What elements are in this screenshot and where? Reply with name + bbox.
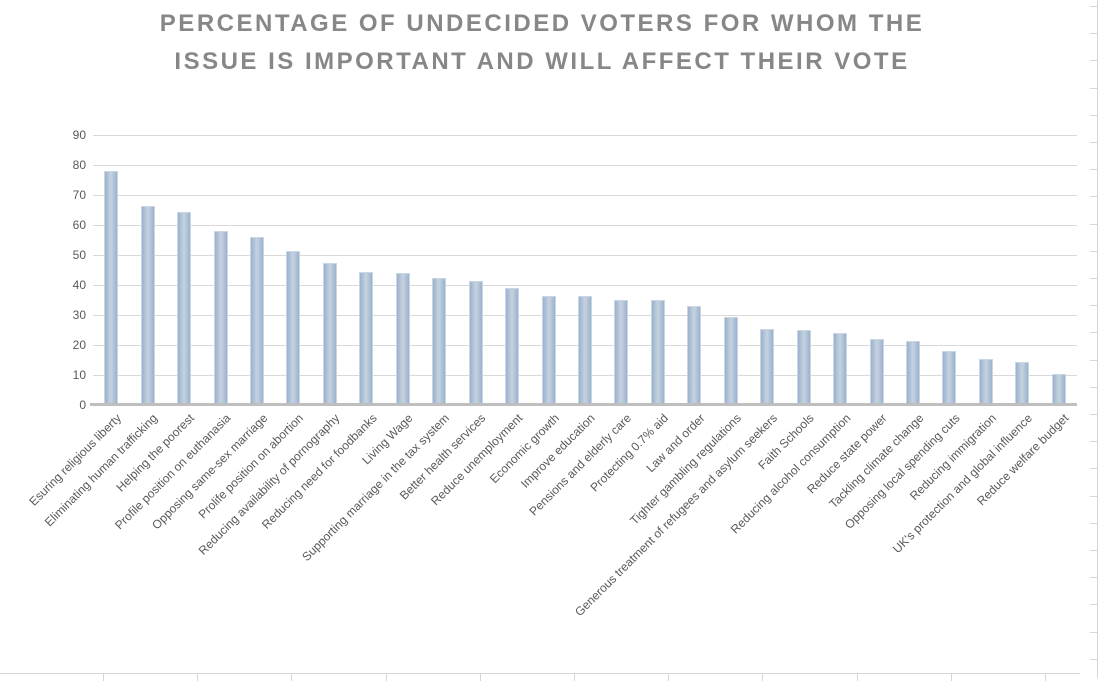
y-tick-label-60: 60 xyxy=(72,218,86,232)
bar[interactable] xyxy=(1051,373,1066,405)
adjacent-axis-bottom-tick xyxy=(950,673,952,681)
adjacent-axis-right-tick xyxy=(1090,468,1097,470)
chart-title-line-2: ISSUE IS IMPORTANT AND WILL AFFECT THEIR… xyxy=(174,48,910,75)
bar[interactable] xyxy=(541,295,556,405)
bar[interactable] xyxy=(687,306,702,405)
bar[interactable] xyxy=(432,277,447,405)
adjacent-axis-right-tick xyxy=(1090,658,1097,660)
adjacent-axis-bottom-tick xyxy=(385,673,387,681)
bar[interactable] xyxy=(723,316,738,405)
adjacent-axis-right-tick xyxy=(1090,441,1097,443)
chart-title: PERCENTAGE OF UNDECIDED VOTERS FOR WHOM … xyxy=(0,5,1084,81)
adjacent-axis-right-tick xyxy=(1090,495,1097,497)
y-tick-label-30: 30 xyxy=(72,308,86,322)
bar[interactable] xyxy=(505,288,520,405)
y-tick-label-10: 10 xyxy=(72,368,86,382)
y-tick-label-20: 20 xyxy=(72,338,86,352)
bar[interactable] xyxy=(906,340,920,405)
adjacent-axis-right-tick xyxy=(1090,522,1097,524)
adjacent-axis-bottom-tick xyxy=(856,673,858,681)
bar[interactable] xyxy=(796,330,811,405)
adjacent-axis-right-tick xyxy=(1090,305,1097,307)
bar[interactable] xyxy=(395,273,410,405)
adjacent-axis-right-line xyxy=(1097,0,1098,678)
gridline-60 xyxy=(93,225,1077,226)
bar[interactable] xyxy=(869,339,884,405)
bar[interactable] xyxy=(104,171,119,405)
y-tick-label-80: 80 xyxy=(72,158,86,172)
bar[interactable] xyxy=(250,237,264,405)
adjacent-axis-bottom-tick xyxy=(479,673,481,681)
bar[interactable] xyxy=(359,271,374,405)
chart-title-line-1: PERCENTAGE OF UNDECIDED VOTERS FOR WHOM … xyxy=(159,10,925,37)
adjacent-axis-right-tick xyxy=(1090,60,1097,62)
x-axis-line xyxy=(90,403,1077,406)
adjacent-axis-right-tick xyxy=(1090,278,1097,279)
gridline-50 xyxy=(93,255,1077,256)
y-tick-label-70: 70 xyxy=(72,188,86,202)
bar[interactable] xyxy=(1015,361,1030,405)
gridline-80 xyxy=(93,165,1077,166)
adjacent-axis-bottom-tick xyxy=(103,673,104,681)
adjacent-axis-right-tick xyxy=(1090,631,1097,633)
adjacent-axis-right-tick xyxy=(1090,114,1097,116)
adjacent-axis-right-tick xyxy=(1090,169,1097,171)
bar[interactable] xyxy=(650,300,665,405)
y-tick-label-50: 50 xyxy=(72,248,86,262)
bar[interactable] xyxy=(177,211,192,405)
gridline-40 xyxy=(93,285,1077,286)
bar[interactable] xyxy=(978,358,993,405)
y-tick-label-0: 0 xyxy=(79,398,86,412)
adjacent-axis-bottom-tick xyxy=(291,673,293,681)
bar[interactable] xyxy=(213,231,228,405)
adjacent-axis-right-tick xyxy=(1090,604,1097,606)
adjacent-axis-right-tick xyxy=(1090,250,1097,252)
adjacent-axis-right-tick xyxy=(1090,142,1097,143)
adjacent-axis-right-tick xyxy=(1090,33,1097,35)
bar[interactable] xyxy=(833,333,848,405)
gridline-90 xyxy=(93,135,1077,136)
bar[interactable] xyxy=(286,250,301,405)
adjacent-axis-bottom-tick xyxy=(197,673,199,681)
adjacent-axis-bottom-tick xyxy=(1045,673,1046,681)
adjacent-axis-right-tick xyxy=(1090,414,1097,415)
adjacent-axis-right-tick xyxy=(1090,87,1097,89)
bar[interactable] xyxy=(614,300,629,405)
adjacent-axis-right-tick xyxy=(1090,196,1097,198)
y-tick-label-90: 90 xyxy=(72,128,86,142)
bar[interactable] xyxy=(322,262,337,405)
bar[interactable] xyxy=(468,280,483,405)
bar[interactable] xyxy=(578,295,592,405)
adjacent-axis-right-tick xyxy=(1090,223,1097,225)
adjacent-axis-right-tick xyxy=(1090,6,1097,7)
adjacent-axis-right-tick xyxy=(1090,359,1097,361)
adjacent-axis-right-tick xyxy=(1090,550,1097,551)
adjacent-axis-bottom-tick xyxy=(762,673,764,681)
bar[interactable] xyxy=(760,328,775,405)
adjacent-axis-right-tick xyxy=(1090,386,1097,388)
adjacent-axis-right-tick xyxy=(1090,332,1097,334)
bar[interactable] xyxy=(942,351,957,405)
gridline-70 xyxy=(93,195,1077,196)
bar[interactable] xyxy=(140,205,155,405)
adjacent-axis-bottom-tick xyxy=(574,673,575,681)
adjacent-axis-right-tick xyxy=(1090,577,1097,579)
adjacent-axis-bottom-line xyxy=(0,673,1080,674)
y-tick-label-40: 40 xyxy=(72,278,86,292)
adjacent-axis-bottom-tick xyxy=(668,673,670,681)
